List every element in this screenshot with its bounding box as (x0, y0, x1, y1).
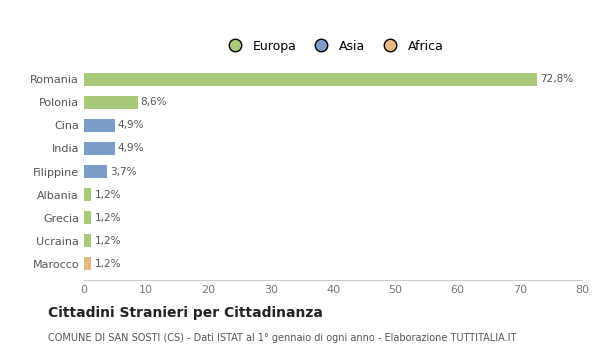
Text: 1,2%: 1,2% (95, 259, 121, 269)
Bar (84, 165, 107, 178)
Legend: Europa, Asia, Africa: Europa, Asia, Africa (218, 35, 449, 57)
Bar (84, 258, 91, 270)
Text: COMUNE DI SAN SOSTI (CS) - Dati ISTAT al 1° gennaio di ogni anno - Elaborazione : COMUNE DI SAN SOSTI (CS) - Dati ISTAT al… (48, 333, 517, 343)
Text: 4,9%: 4,9% (118, 120, 144, 130)
Text: 4,9%: 4,9% (118, 144, 144, 153)
Bar (84, 96, 137, 108)
Bar (84, 119, 115, 132)
Text: 72,8%: 72,8% (540, 74, 574, 84)
Text: 1,2%: 1,2% (95, 190, 121, 200)
Text: 3,7%: 3,7% (110, 167, 137, 176)
Bar (84, 211, 91, 224)
Text: 8,6%: 8,6% (140, 97, 167, 107)
Text: Cittadini Stranieri per Cittadinanza: Cittadini Stranieri per Cittadinanza (48, 306, 323, 320)
Bar (84, 188, 91, 201)
Text: 1,2%: 1,2% (95, 236, 121, 246)
Text: 1,2%: 1,2% (95, 213, 121, 223)
Bar (84, 142, 115, 155)
Bar (84, 234, 91, 247)
Bar (84, 73, 537, 85)
